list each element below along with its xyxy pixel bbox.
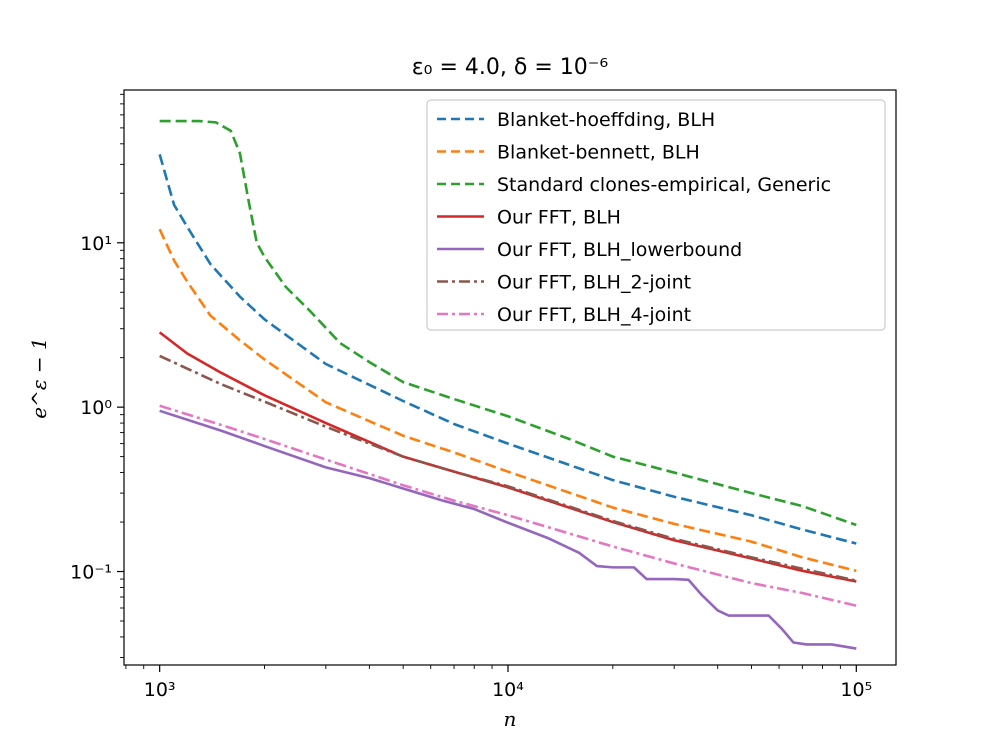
x-tick-label: 10⁴: [492, 679, 524, 701]
legend-entry-7: Our FFT, BLH_4-joint: [497, 304, 691, 326]
series-line-1: [158, 154, 857, 545]
series-line-2: [158, 228, 857, 573]
y-tick-label: 10¹: [80, 233, 112, 255]
legend-entry-4: Our FFT, BLH: [497, 207, 621, 229]
legend: Blanket-hoeffding, BLH Blanket-bennett, B…: [426, 99, 886, 331]
legend-entry-2: Blanket-bennett, BLH: [497, 142, 700, 164]
legend-entry-5: Our FFT, BLH_lowerbound: [497, 239, 742, 261]
legend-box: [426, 99, 886, 331]
series-line-5: [159, 409, 857, 650]
series-layer: [158, 119, 857, 650]
plot-frame: [123, 89, 897, 666]
legend-entry-3: Standard clones-empirical, Generic: [497, 174, 831, 196]
y-tick-label: 10⁻¹: [70, 562, 112, 584]
y-axis-label: e^ε − 1: [27, 337, 51, 419]
x-axis-label: n: [504, 707, 517, 731]
x-tick-label: 10⁵: [840, 679, 872, 701]
series-line-6: [159, 354, 857, 582]
series-line-3: [159, 119, 857, 527]
series-line-4: [158, 331, 857, 583]
chart-title: ε₀ = 4.0, δ = 10⁻⁶: [412, 55, 609, 80]
x-tick-label: 10³: [144, 679, 176, 701]
series-line-7: [159, 404, 857, 607]
legend-entry-1: Blanket-hoeffding, BLH: [497, 109, 715, 131]
legend-entry-6: Our FFT, BLH_2-joint: [497, 272, 691, 294]
axes: [123, 89, 897, 666]
ticks: 10³ 10⁴ 10⁵ 10⁻¹ 10⁰ 10¹: [70, 93, 872, 701]
y-tick-label: 10⁰: [80, 397, 112, 419]
